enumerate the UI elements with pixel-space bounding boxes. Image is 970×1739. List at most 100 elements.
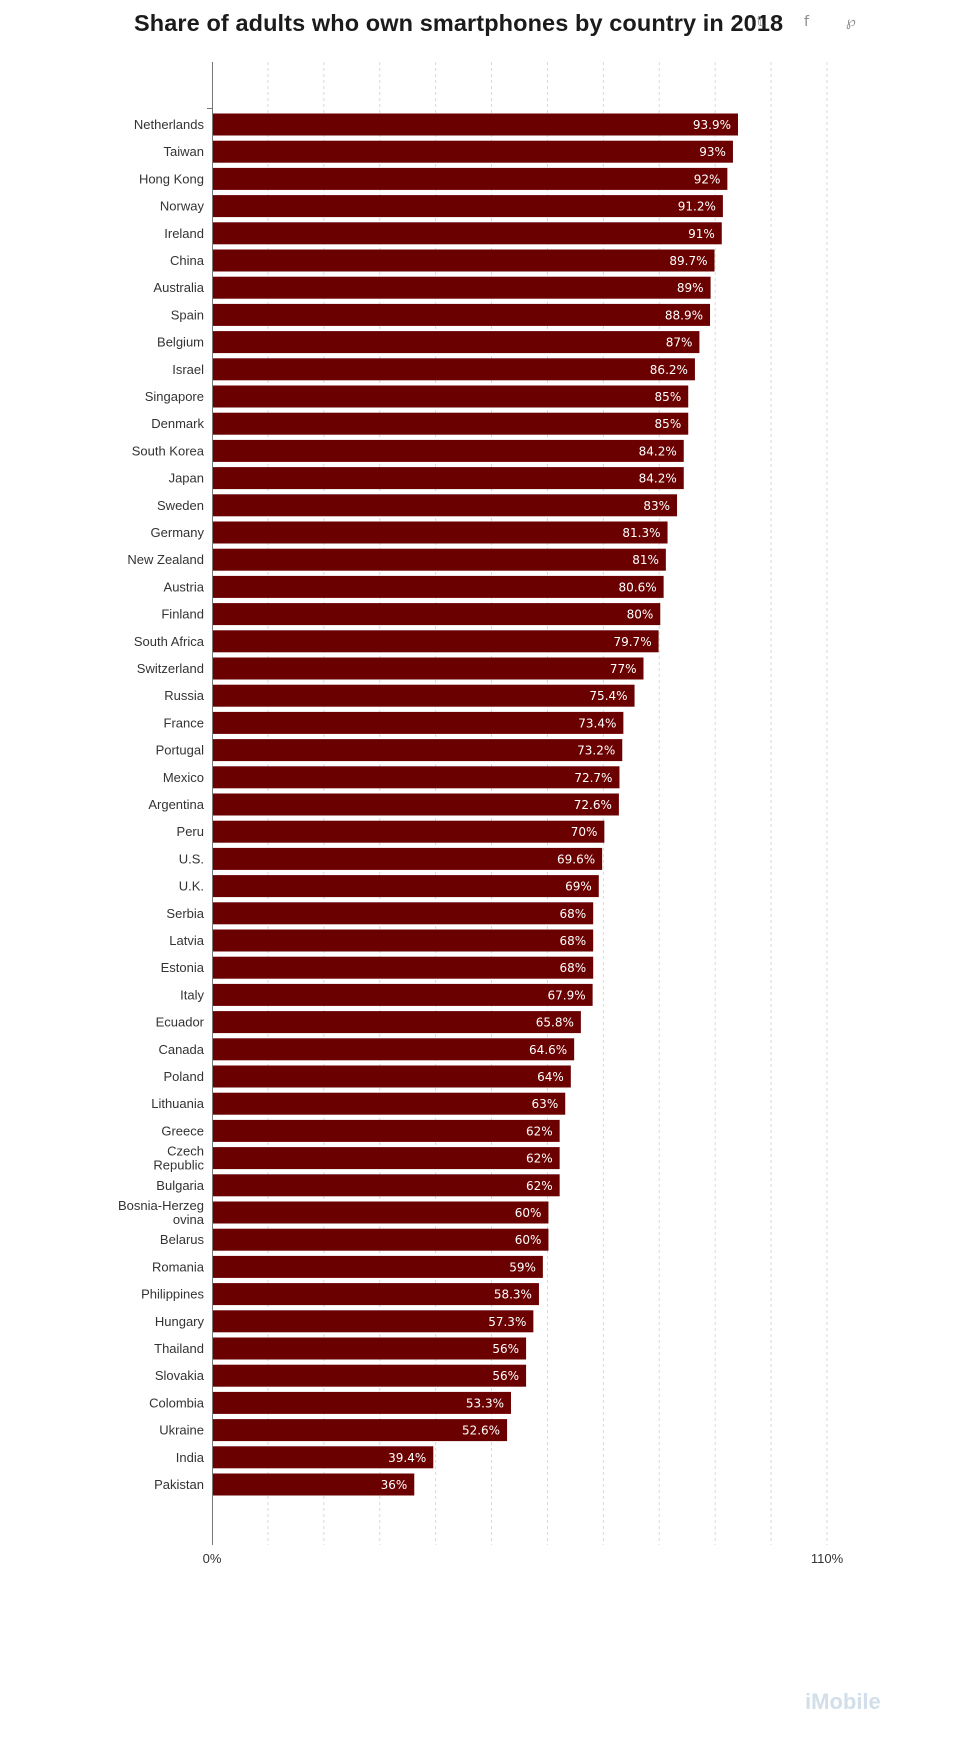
- category-label: Estonia: [161, 960, 205, 975]
- category-label: Australia: [153, 280, 204, 295]
- category-label: Canada: [158, 1042, 204, 1057]
- bar: [213, 467, 684, 490]
- value-label: 36%: [381, 1478, 408, 1492]
- bar: [213, 1092, 566, 1115]
- category-label: Latvia: [169, 933, 204, 948]
- category-label: Belarus: [160, 1232, 205, 1247]
- bar: [213, 358, 695, 381]
- value-label: 77%: [610, 662, 637, 676]
- pinterest-icon[interactable]: ℘: [846, 14, 856, 30]
- bar: [213, 1364, 527, 1387]
- category-label: New Zealand: [127, 552, 204, 567]
- value-label: 56%: [492, 1342, 519, 1356]
- bar: [213, 1446, 434, 1469]
- category-label: Czech Republic: [153, 1144, 204, 1173]
- value-label: 85%: [655, 390, 682, 404]
- value-label: 73.2%: [577, 744, 615, 758]
- bar: [213, 1283, 539, 1306]
- value-label: 69%: [565, 880, 592, 894]
- bar: [213, 140, 733, 163]
- value-label: 67.9%: [547, 988, 585, 1002]
- category-label: Taiwan: [164, 144, 204, 159]
- bar: [213, 603, 661, 626]
- bar: [213, 494, 678, 517]
- bar: [213, 902, 594, 925]
- bar: [213, 1228, 549, 1251]
- category-label: Spain: [171, 307, 204, 322]
- category-label: Ecuador: [156, 1015, 205, 1030]
- bar: [213, 167, 728, 190]
- value-label: 39.4%: [388, 1451, 426, 1465]
- twitter-icon[interactable]: 𝕥: [757, 14, 764, 30]
- value-label: 72.6%: [574, 798, 612, 812]
- value-label: 64.6%: [529, 1043, 567, 1057]
- value-label: 84.2%: [639, 472, 677, 486]
- value-label: 60%: [515, 1233, 542, 1247]
- bar: [213, 521, 668, 544]
- value-label: 68%: [560, 907, 587, 921]
- category-label: Finland: [161, 607, 204, 622]
- value-label: 87%: [666, 336, 693, 350]
- value-label: 80%: [627, 608, 654, 622]
- value-label: 81%: [632, 553, 659, 567]
- category-label: Ukraine: [159, 1423, 204, 1438]
- value-label: 79.7%: [613, 635, 651, 649]
- category-label: Poland: [164, 1069, 204, 1084]
- value-label: 62%: [526, 1152, 553, 1166]
- bar: [213, 548, 666, 571]
- value-label: 91.2%: [678, 200, 716, 214]
- value-label: 75.4%: [589, 689, 627, 703]
- x-tick-label: 110%: [811, 1551, 844, 1566]
- value-label: 86.2%: [650, 363, 688, 377]
- category-label: Greece: [161, 1123, 204, 1138]
- value-label: 68%: [560, 934, 587, 948]
- bar: [213, 1201, 549, 1224]
- category-label: U.S.: [179, 851, 204, 866]
- value-label: 93%: [699, 145, 726, 159]
- category-label: Netherlands: [134, 117, 205, 132]
- category-label: Mexico: [163, 770, 204, 785]
- category-label: Philippines: [141, 1287, 204, 1302]
- category-label: Colombia: [149, 1395, 205, 1410]
- bar: [213, 113, 738, 136]
- category-label: Hong Kong: [139, 171, 204, 186]
- bar: [213, 412, 689, 435]
- facebook-icon[interactable]: f: [804, 14, 809, 30]
- category-label: Serbia: [166, 906, 204, 921]
- value-label: 63%: [532, 1097, 559, 1111]
- bar: [213, 739, 623, 762]
- category-label: Romania: [152, 1259, 205, 1274]
- chart-title: Share of adults who own smartphones by c…: [134, 10, 784, 36]
- value-label: 62%: [526, 1179, 553, 1193]
- bar: [213, 875, 599, 898]
- value-label: 73.4%: [578, 716, 616, 730]
- bar: [213, 983, 593, 1006]
- value-label: 88.9%: [665, 308, 703, 322]
- category-label: Norway: [160, 199, 205, 214]
- bar: [213, 439, 684, 462]
- value-label: 91%: [688, 227, 715, 241]
- category-label: Portugal: [156, 743, 205, 758]
- category-label: Slovakia: [155, 1368, 205, 1383]
- value-label: 84.2%: [639, 444, 677, 458]
- category-label: Pakistan: [154, 1477, 204, 1492]
- category-label: Italy: [180, 987, 204, 1002]
- bar: [213, 1419, 508, 1442]
- watermark-logo: iMobile: [805, 1689, 881, 1714]
- x-tick-label: 0%: [203, 1551, 222, 1566]
- bar: [213, 684, 635, 707]
- bar: [213, 1391, 511, 1414]
- bar: [213, 331, 700, 354]
- bar: [213, 820, 605, 843]
- value-label: 81.3%: [622, 526, 660, 540]
- category-label: Japan: [169, 471, 204, 486]
- bar: [213, 1038, 575, 1061]
- bar: [213, 1174, 560, 1197]
- value-label: 59%: [509, 1260, 536, 1274]
- bar: [213, 793, 619, 816]
- bar: [213, 1337, 527, 1360]
- value-label: 53.3%: [466, 1396, 504, 1410]
- bar: [213, 630, 659, 653]
- value-label: 89.7%: [669, 254, 707, 268]
- value-label: 65.8%: [536, 1016, 574, 1030]
